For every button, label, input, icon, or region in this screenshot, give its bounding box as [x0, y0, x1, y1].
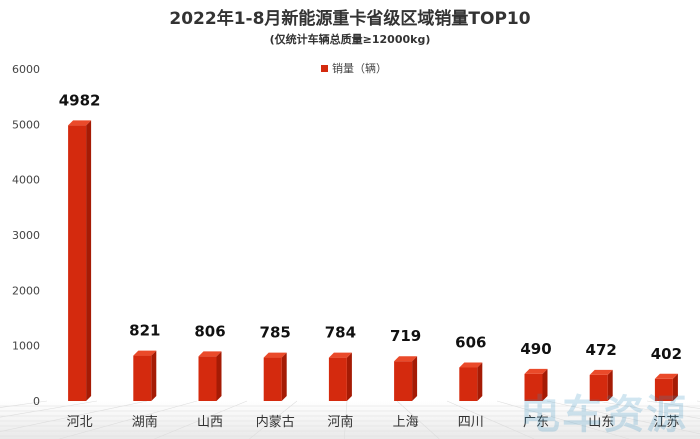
bar-side: [477, 362, 483, 401]
floor-line: [0, 400, 98, 418]
bar: [328, 352, 352, 401]
floor-line: [596, 400, 700, 419]
bar-top: [654, 373, 678, 379]
y-tick-label: 6000: [12, 63, 40, 76]
legend: 销量（辆）: [321, 61, 387, 75]
y-tick-label: 5000: [12, 118, 40, 131]
x-tick-label: 上海: [393, 415, 419, 430]
bar-top: [589, 369, 613, 375]
bar: [68, 120, 92, 401]
bar-side: [607, 369, 613, 401]
bar-top: [263, 352, 287, 358]
bar: [133, 350, 157, 401]
bar-front: [263, 357, 282, 401]
legend-swatch: [321, 65, 328, 72]
floor-line: [446, 400, 535, 439]
floor-line: [646, 400, 700, 409]
bar-side: [346, 352, 352, 401]
x-axis: 河北 湖南 山西 内蒙古 河南 上海 四川 广东 山东 江苏: [67, 414, 680, 430]
floor-line: [0, 400, 148, 432]
watermark: 电车资源: [520, 392, 688, 438]
chart-title: 2022年1-8月新能源重卡省级区域销量TOP10: [169, 8, 530, 29]
bar-top: [68, 120, 92, 126]
y-tick-label: 4000: [12, 174, 40, 187]
x-tick-label: 广东: [523, 415, 549, 430]
bar-front: [654, 378, 673, 401]
floor-line: [396, 400, 440, 439]
x-tick-label: 内蒙古: [256, 414, 295, 430]
bars: [68, 120, 678, 401]
bar: [654, 373, 678, 401]
data-label: 606: [455, 333, 486, 351]
data-label: 785: [260, 324, 291, 342]
bar-side: [281, 352, 287, 401]
y-tick-label: 0: [33, 395, 40, 408]
bar-side: [672, 373, 678, 401]
bar: [394, 356, 418, 401]
bar: [589, 369, 613, 401]
data-label: 490: [520, 340, 551, 358]
bar: [263, 352, 287, 401]
chart-subtitle: (仅统计车辆总质量≥12000kg): [270, 32, 431, 46]
data-label: 784: [325, 324, 356, 342]
bar-front: [68, 125, 87, 401]
floor-plane: [0, 401, 700, 439]
x-tick-label: 江苏: [653, 414, 679, 430]
bar-front: [589, 374, 608, 401]
x-tick-label: 河北: [67, 415, 93, 430]
y-axis: 0 1000 2000 3000 4000 5000 6000: [12, 63, 40, 408]
bar: [198, 351, 222, 401]
bar-side: [151, 350, 157, 401]
bar-top: [133, 350, 157, 356]
floor-line: [344, 400, 348, 439]
bar-front: [524, 373, 543, 401]
bar-top: [524, 368, 548, 374]
y-tick-label: 3000: [12, 229, 40, 242]
bar: [524, 368, 548, 401]
x-tick-label: 湖南: [132, 414, 158, 430]
bar-side: [412, 356, 418, 401]
bar-front: [328, 357, 347, 401]
bar: [459, 362, 483, 401]
bar-side: [542, 368, 548, 401]
x-tick-label: 山西: [197, 415, 223, 430]
data-label: 472: [586, 341, 617, 359]
floor-line: [154, 400, 248, 439]
legend-label: 销量（辆）: [332, 61, 387, 75]
bar-top: [459, 362, 483, 368]
bar-top: [328, 352, 352, 358]
data-label: 719: [390, 327, 421, 345]
perspective-floor: [0, 400, 700, 439]
data-labels: 4982 821 806 785 784 719 606 490 472 402: [59, 91, 682, 362]
bar-front: [198, 356, 217, 401]
bar-top: [394, 356, 418, 362]
y-tick-label: 2000: [12, 284, 40, 297]
floor-line: [496, 400, 630, 439]
floor-line: [249, 400, 298, 439]
bar-front: [133, 355, 152, 401]
floor-line: [546, 400, 700, 435]
data-label: 806: [194, 322, 225, 340]
y-tick-label: 1000: [12, 340, 40, 353]
floor-line: [0, 400, 48, 408]
data-label: 4982: [59, 91, 101, 109]
bar-front: [394, 361, 413, 401]
x-tick-label: 河南: [327, 414, 353, 430]
bar-side: [86, 120, 92, 401]
x-tick-label: 山东: [588, 415, 614, 430]
bar-top: [198, 351, 222, 357]
floor-line: [59, 400, 198, 439]
bar-front: [459, 367, 478, 401]
data-label: 402: [651, 345, 682, 363]
bar-side: [216, 351, 222, 401]
data-label: 821: [129, 322, 160, 340]
x-tick-label: 四川: [458, 415, 484, 430]
